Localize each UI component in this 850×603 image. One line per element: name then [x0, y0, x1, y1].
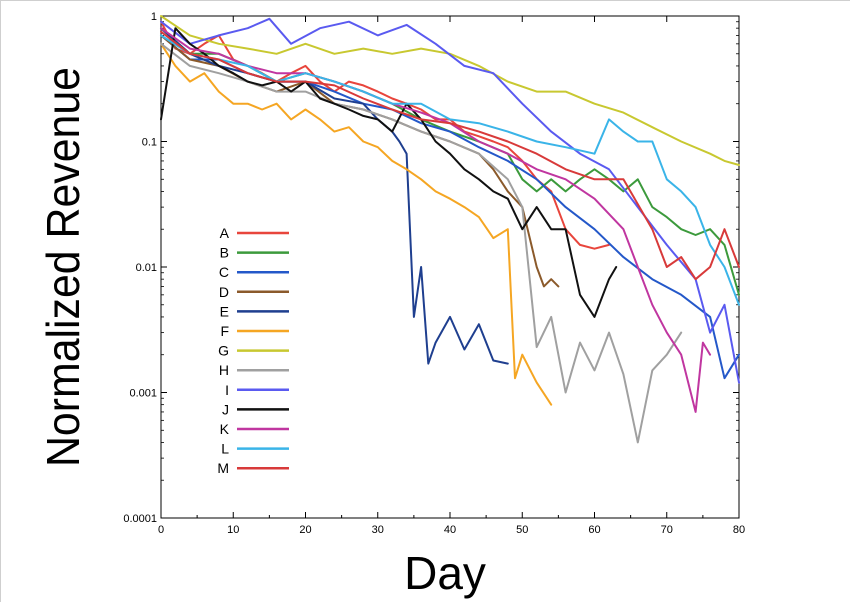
- series-lines: [160, 15, 740, 444]
- y-tick-label: 0.01: [136, 262, 157, 274]
- series-line-j: [160, 27, 618, 318]
- y-tick-label: 0.1: [142, 137, 157, 149]
- series-line-h: [160, 42, 683, 444]
- y-tick-label: 0.0001: [123, 513, 157, 525]
- legend-label: A: [220, 225, 230, 241]
- y-tick-label: 1: [151, 11, 157, 23]
- series-line-f: [160, 42, 553, 406]
- series-line-g: [160, 15, 740, 166]
- series-line-i: [160, 17, 740, 384]
- legend-label: G: [218, 343, 229, 359]
- legend-label: H: [219, 362, 229, 378]
- series-line-m: [160, 30, 740, 281]
- y-tick-label: 0.001: [129, 388, 157, 400]
- legend-label: J: [222, 401, 229, 417]
- legend-label: E: [220, 303, 229, 319]
- x-axis-label: Day: [404, 547, 486, 599]
- x-tick-label: 40: [444, 524, 456, 536]
- legend-label: B: [220, 245, 229, 261]
- series-line-k: [160, 27, 712, 413]
- x-tick-label: 50: [516, 524, 528, 536]
- legend-label: I: [225, 382, 229, 398]
- legend-label: M: [217, 460, 229, 476]
- x-tick-label: 60: [588, 524, 600, 536]
- y-axis-label: Normalized Revenue: [37, 67, 89, 467]
- series-line-l: [160, 34, 740, 306]
- x-tick-label: 0: [158, 524, 164, 536]
- legend-label: F: [220, 323, 229, 339]
- x-tick-label: 70: [661, 524, 673, 536]
- legend-label: C: [219, 264, 229, 280]
- plot-area: [160, 15, 740, 519]
- x-tick-label: 30: [372, 524, 384, 536]
- legend-label: L: [221, 441, 229, 457]
- x-tick-label: 80: [733, 524, 745, 536]
- x-tick-label: 10: [227, 524, 239, 536]
- series-line-b: [160, 27, 740, 296]
- axis-ticks: 0 10 20 30 40 50 60 70 80 0.0001 0.001 0.01 0.1 1: [123, 11, 745, 536]
- x-tick-label: 20: [299, 524, 311, 536]
- series-line-e: [160, 27, 509, 365]
- legend-label: K: [220, 421, 230, 437]
- legend-label: D: [219, 284, 229, 300]
